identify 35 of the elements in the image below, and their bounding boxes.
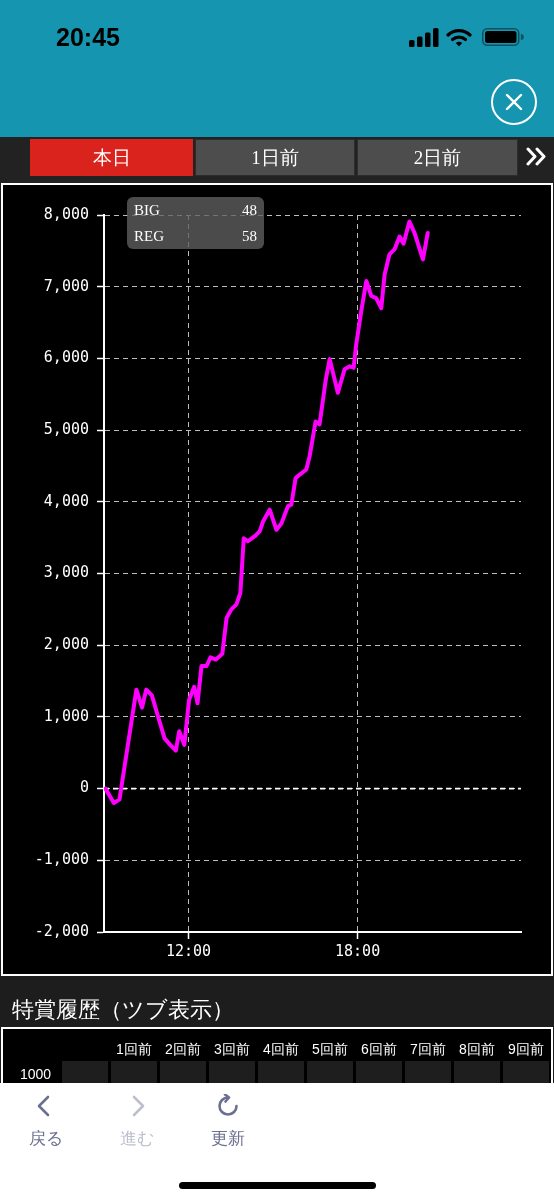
y-tick-label: 8,000 xyxy=(43,204,89,223)
text: 特賞履歴（ツブ表示） xyxy=(12,996,234,1024)
tab-button: 2日前 xyxy=(357,139,518,176)
text: 戻る xyxy=(28,1128,64,1150)
y-tick-label: 2,000 xyxy=(43,635,89,654)
tab-button: 1日前 xyxy=(195,139,355,176)
tab-button: 本日 xyxy=(30,139,193,176)
text: 更新 xyxy=(210,1128,246,1150)
text: 5回前 xyxy=(311,1040,349,1059)
annotation: REG xyxy=(134,227,164,246)
text: 4回前 xyxy=(262,1040,300,1059)
text: 1000 xyxy=(20,1065,52,1083)
x-tick-label: 12:00 xyxy=(165,941,212,960)
y-tick-label: 5,000 xyxy=(43,419,89,438)
text: 進む xyxy=(119,1128,155,1150)
text: 3回前 xyxy=(213,1040,251,1059)
text: 20:45 xyxy=(56,22,120,52)
text: 6回前 xyxy=(360,1040,398,1059)
annotation: BIG xyxy=(134,201,160,220)
y-tick-label: 1,000 xyxy=(43,706,89,725)
y-tick-label: 3,000 xyxy=(43,563,89,582)
x-tick-label: 18:00 xyxy=(335,941,381,960)
text: 9回前 xyxy=(507,1040,545,1059)
annotation: 58 xyxy=(242,227,257,246)
text: 1回前 xyxy=(115,1040,153,1059)
y-tick-label: 7,000 xyxy=(43,276,89,295)
annotation: 48 xyxy=(242,201,257,220)
y-tick-label: 4,000 xyxy=(43,491,89,510)
y-tick-label: -2,000 xyxy=(34,921,89,940)
text: 7回前 xyxy=(409,1040,447,1059)
text: 2回前 xyxy=(164,1040,202,1059)
y-tick-label: 0 xyxy=(79,778,89,797)
y-tick-label: 6,000 xyxy=(43,348,89,367)
y-tick-label: -1,000 xyxy=(34,850,89,869)
text: 8回前 xyxy=(458,1040,496,1059)
